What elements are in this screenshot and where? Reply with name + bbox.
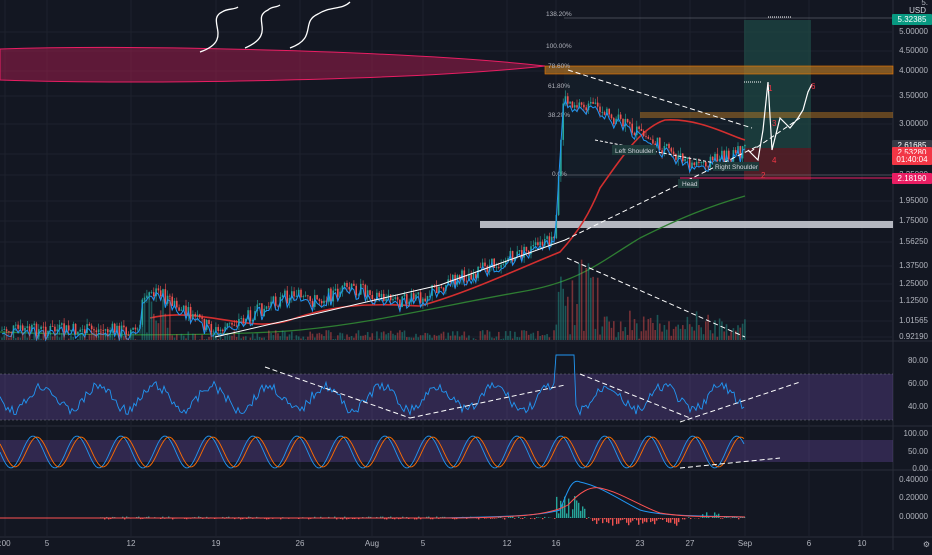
wave-label: 3 (772, 119, 777, 128)
time-tick: 27 (686, 539, 695, 548)
time-tick: :00 (0, 539, 11, 548)
resistance-band-mid[interactable] (640, 112, 893, 118)
indicator-tick: 0.00000 (899, 512, 928, 521)
time-tick: 26 (296, 539, 305, 548)
fib-label: 38.20% (548, 112, 570, 119)
price-tag: 01:40:04 (892, 154, 932, 165)
indicator-tick: 100.00 (904, 429, 928, 438)
rsi-band (0, 374, 893, 420)
price-tick: 1.37500 (899, 261, 928, 270)
price-tick: 1.56250 (899, 237, 928, 246)
wave-label: 4 (772, 156, 777, 165)
price-tick: 5. (921, 0, 928, 7)
support-band-grey[interactable] (480, 221, 893, 228)
time-tick: 19 (212, 539, 221, 548)
price-tick: 1.95000 (899, 196, 928, 205)
time-tick: 12 (503, 539, 512, 548)
time-tick: 6 (807, 539, 812, 548)
fib-label: 61.80% (548, 83, 570, 90)
right-shoulder-label: Right Shoulder (715, 164, 759, 171)
indicator-tick: 80.00 (908, 356, 928, 365)
wave-label: 6 (811, 82, 816, 91)
fib-label: 100.00% (546, 43, 572, 50)
gear-icon[interactable]: ⚙ (923, 540, 930, 549)
time-tick: Aug (365, 539, 379, 548)
price-tick: 1.01565 (899, 316, 928, 325)
price-tick: 0.92190 (899, 332, 928, 341)
ellipse-drawing[interactable] (0, 48, 545, 82)
price-tick: 1.12500 (899, 296, 928, 305)
time-tick: 10 (858, 539, 867, 548)
rising-trendline (440, 240, 565, 285)
price-tick: 3.50000 (899, 91, 928, 100)
indicator-tick: 0.40000 (899, 475, 928, 484)
time-tick: 23 (636, 539, 645, 548)
indicator-tick: 40.00 (908, 402, 928, 411)
time-tick: 16 (552, 539, 561, 548)
price-tick: 4.50000 (899, 46, 928, 55)
price-tick: 4.00000 (899, 66, 928, 75)
time-axis: :00 5 12 19 26 Aug 5 12 16 23 27 Sep 6 10 (0, 539, 867, 548)
price-tick: 3.00000 (899, 119, 928, 128)
time-tick: 5 (421, 539, 426, 548)
left-shoulder-label: Left Shoulder (615, 148, 655, 155)
wave-label: 1 (768, 84, 773, 93)
price-tick: 1.75000 (899, 216, 928, 225)
price-tag: 2.18190 (892, 173, 932, 184)
resistance-band-upper[interactable] (545, 66, 893, 74)
fib-label: 78.60% (548, 63, 570, 70)
indicator-tick: 0.20000 (899, 493, 928, 502)
indicator-tick: 0.00 (912, 464, 928, 473)
wave-label: 2 (761, 171, 766, 180)
price-tag: 5.32385 (892, 14, 932, 25)
indicator-tick: 60.00 (908, 379, 928, 388)
stoch-band (0, 440, 893, 462)
time-tick: 12 (127, 539, 136, 548)
time-tick: Sep (738, 539, 753, 548)
indicator-tick: 50.00 (908, 447, 928, 456)
head-label: Head (682, 181, 698, 188)
price-tick: 5.00000 (899, 27, 928, 36)
time-tick: 5 (45, 539, 50, 548)
price-tick: 1.25000 (899, 279, 928, 288)
squiggle-drawings[interactable] (200, 2, 350, 52)
fib-label: 138.20% (546, 11, 572, 18)
